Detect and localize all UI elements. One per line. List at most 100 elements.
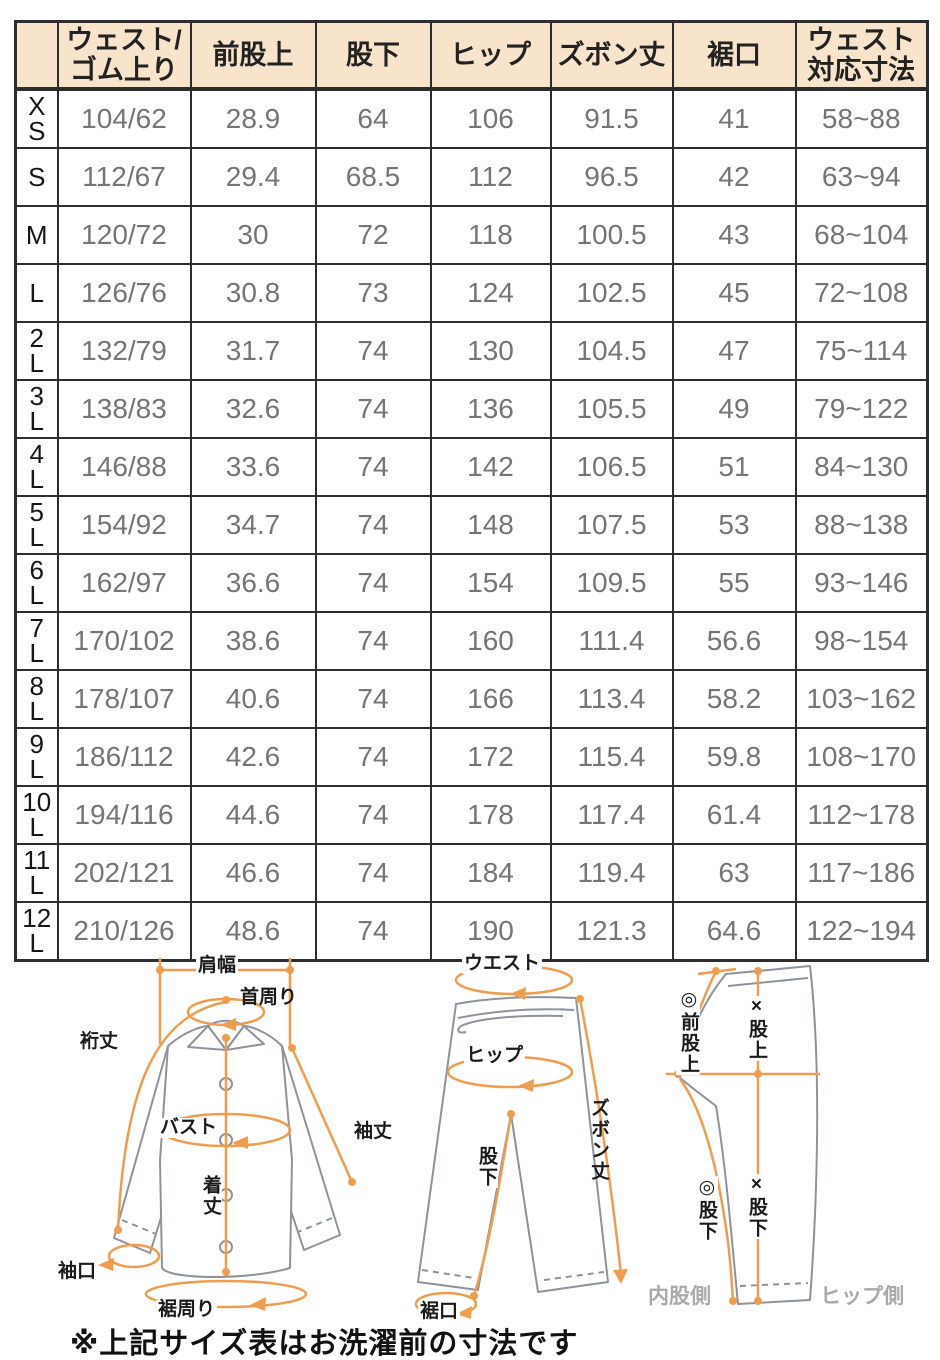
measurement-cell: 74	[314, 379, 432, 439]
size-table: ウェスト/ ゴム上り 前股上 股下 ヒップ ズボン丈 裾口 ウェスト 対応寸法 X S 104…	[14, 20, 929, 962]
measurement-cell: 41	[671, 88, 797, 149]
measurement-cell: 93~146	[794, 553, 929, 613]
size-label: 10 L	[14, 785, 59, 845]
measurement-cell: 106.5	[549, 437, 674, 497]
size-label: M	[14, 205, 59, 265]
measurement-cell: 91.5	[549, 88, 674, 149]
measurement-cell: 73	[314, 263, 432, 323]
pants-front-diagram: ウエスト ヒップ ズボン丈 股下 裾口	[398, 952, 648, 1330]
label-front-rise: ◎前股上	[676, 988, 700, 1075]
label-bust: バスト	[158, 1117, 220, 1138]
measurement-cell: 56.6	[671, 611, 797, 671]
measurement-cell: 98~154	[794, 611, 929, 671]
measurement-cell: 64.6	[671, 901, 797, 962]
measurement-cell: 202/121	[56, 843, 192, 903]
measurement-cell: 32.6	[189, 379, 317, 439]
measurement-cell: 45	[671, 263, 797, 323]
measurement-cell: 103~162	[794, 669, 929, 729]
measurement-cell: 58.2	[671, 669, 797, 729]
measurement-cell: 100.5	[549, 205, 674, 265]
measurement-cell: 170/102	[56, 611, 192, 671]
measurement-cell: 30	[189, 205, 317, 265]
label-inseam-inner: ◎股下	[694, 1176, 718, 1242]
measurement-cell: 29.4	[189, 147, 317, 207]
measurement-cell: 74	[314, 611, 432, 671]
size-label: 8 L	[14, 669, 59, 729]
measurement-cell: 112	[429, 147, 552, 207]
measurement-cell: 120/72	[56, 205, 192, 265]
label-inseam: 股下	[474, 1146, 498, 1188]
size-row-8l: 8 L 178/107 40.6 74 166 113.4 58.2 103~162	[14, 669, 929, 729]
measurement-cell: 61.4	[671, 785, 797, 845]
table-header-row: ウェスト/ ゴム上り 前股上 股下 ヒップ ズボン丈 裾口 ウェスト 対応寸法	[14, 20, 929, 91]
measurement-cell: 63~94	[794, 147, 929, 207]
size-label: 7 L	[14, 611, 59, 671]
measurement-cell: 154/92	[56, 495, 192, 555]
measurement-cell: 130	[429, 321, 552, 381]
measurement-cell: 122~194	[794, 901, 929, 962]
measurement-cell: 146/88	[56, 437, 192, 497]
size-row-6l: 6 L 162/97 36.6 74 154 109.5 55 93~146	[14, 553, 929, 613]
size-row-9l: 9 L 186/112 42.6 74 172 115.4 59.8 108~170	[14, 727, 929, 787]
measurement-cell: 30.8	[189, 263, 317, 323]
measurement-cell: 136	[429, 379, 552, 439]
measurement-cell: 132/79	[56, 321, 192, 381]
measurement-cell: 63	[671, 843, 797, 903]
measurement-cell: 96.5	[549, 147, 674, 207]
measurement-cell: 74	[314, 901, 432, 962]
column-header: 裾口	[671, 20, 797, 91]
label-hem-around: 裾周り	[156, 1299, 218, 1320]
measurement-cell: 210/126	[56, 901, 192, 962]
size-label: 9 L	[14, 727, 59, 787]
measurement-cell: 184	[429, 843, 552, 903]
size-row-l: L 126/76 30.8 73 124 102.5 45 72~108	[14, 263, 929, 323]
size-label: 11 L	[14, 843, 59, 903]
pants-front-measure-dots	[456, 987, 628, 1319]
column-header: ウェスト 対応寸法	[794, 20, 929, 91]
measurement-cell: 48.6	[189, 901, 317, 962]
measurement-cell: 194/116	[56, 785, 192, 845]
measurement-cell: 75~114	[794, 321, 929, 381]
measurement-cell: 74	[314, 437, 432, 497]
label-neck-around: 首周り	[240, 987, 298, 1008]
measurement-cell: 68~104	[794, 205, 929, 265]
size-row-7l: 7 L 170/102 38.6 74 160 111.4 56.6 98~154	[14, 611, 929, 671]
measurement-cell: 154	[429, 553, 552, 613]
measurement-cell: 34.7	[189, 495, 317, 555]
measurement-cell: 162/97	[56, 553, 192, 613]
measurement-cell: 108~170	[794, 727, 929, 787]
measurement-cell: 74	[314, 727, 432, 787]
size-label: 12 L	[14, 901, 59, 962]
measurement-cell: 178	[429, 785, 552, 845]
size-row-4l: 4 L 146/88 33.6 74 142 106.5 51 84~130	[14, 437, 929, 497]
measurement-cell: 107.5	[549, 495, 674, 555]
measurement-cell: 72~108	[794, 263, 929, 323]
size-row-s: S 112/67 29.4 68.5 112 96.5 42 63~94	[14, 147, 929, 207]
measurement-cell: 74	[314, 785, 432, 845]
measurement-cell: 117~186	[794, 843, 929, 903]
measurement-cell: 84~130	[794, 437, 929, 497]
measurement-cell: 105.5	[549, 379, 674, 439]
measurement-cell: 117.4	[549, 785, 674, 845]
measurement-cell: 47	[671, 321, 797, 381]
size-row-5l: 5 L 154/92 34.7 74 148 107.5 53 88~138	[14, 495, 929, 555]
pants-side-measure-dots	[674, 967, 762, 1305]
measurement-cell: 64	[314, 88, 432, 149]
size-row-xs: X S 104/62 28.9 64 106 91.5 41 58~88	[14, 88, 929, 149]
measurement-cell: 38.6	[189, 611, 317, 671]
measurement-cell: 42.6	[189, 727, 317, 787]
column-header: 前股上	[189, 20, 317, 91]
measurement-cell: 33.6	[189, 437, 317, 497]
measurement-cell: 42	[671, 147, 797, 207]
measurement-cell: 121.3	[549, 901, 674, 962]
size-row-10l: 10 L 194/116 44.6 74 178 117.4 61.4 112~178	[14, 785, 929, 845]
pajama-top-outline	[113, 1019, 341, 1278]
measurement-cell: 55	[671, 553, 797, 613]
size-label: 4 L	[14, 437, 59, 497]
measurement-cell: 113.4	[549, 669, 674, 729]
measurement-cell: 44.6	[189, 785, 317, 845]
measurement-cell: 74	[314, 321, 432, 381]
measurement-cell: 74	[314, 553, 432, 613]
label-body-length: 着丈	[198, 1175, 222, 1217]
